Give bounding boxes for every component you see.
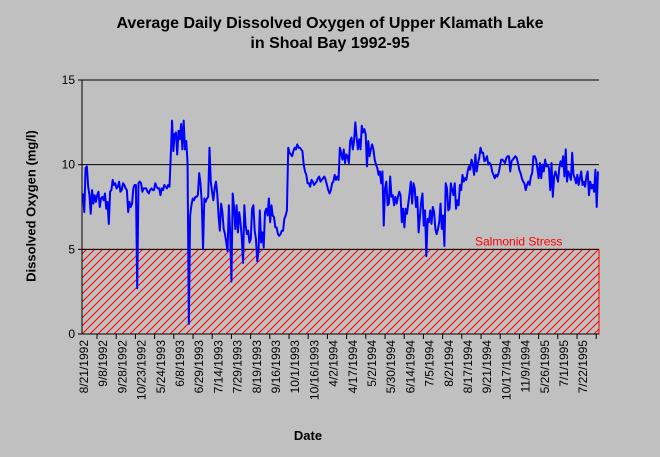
- x-tick-label: 10/1/1993: [288, 340, 302, 394]
- chart-subtitle: in Shoal Bay 1992-95: [250, 35, 410, 52]
- y-tick-label: 0: [68, 327, 75, 341]
- chart-title-block: Average Daily Dissolved Oxygen of Upper …: [0, 14, 660, 54]
- x-tick-label: 6/14/1994: [403, 340, 417, 394]
- x-tick-label: 6/8/1993: [173, 340, 187, 387]
- x-axis-label-text: Date: [293, 428, 323, 443]
- y-tick-label: 10: [62, 158, 76, 172]
- x-tick-label: 4/17/1994: [346, 340, 360, 394]
- x-tick-label: 10/23/1992: [135, 340, 149, 400]
- y-axis-label: Dissolved Oxygen (mg/l): [23, 130, 39, 282]
- x-tick-label: 8/17/1994: [461, 340, 475, 394]
- salmonid-stress-zone: [81, 248, 600, 335]
- x-tick-label: 5/30/1994: [384, 340, 398, 394]
- x-tick-label: 10/16/1993: [307, 340, 321, 400]
- series-line-0: [82, 119, 599, 325]
- x-tick-label: 7/22/1995: [576, 340, 590, 394]
- x-tick-label: 9/8/1992: [96, 340, 110, 387]
- x-tick-label: 7/1/1995: [557, 340, 571, 387]
- threshold-layer: Salmonid Stress: [81, 234, 600, 335]
- x-tick-label: 9/21/1994: [480, 340, 494, 394]
- x-tick-label: 9/16/1993: [269, 340, 283, 394]
- x-tick-label: 11/9/1994: [519, 340, 533, 393]
- x-tick-label: 4/2/1994: [327, 340, 341, 387]
- x-tick-label: 6/29/1993: [192, 340, 206, 394]
- series-layer: [82, 119, 599, 325]
- x-tick-label: 5/24/1993: [154, 340, 168, 394]
- x-tick-label: 5/26/1995: [538, 340, 552, 394]
- x-tick-label: 7/14/1993: [211, 340, 225, 394]
- x-tick-label: 5/2/1994: [365, 340, 379, 387]
- y-tick-labels: 0 5 10 15: [62, 73, 76, 341]
- x-tick-label: 8/19/1993: [250, 340, 264, 394]
- salmonid-stress-label: Salmonid Stress: [475, 234, 562, 248]
- x-tick-labels: 8/21/1992 9/8/1992 9/28/1992 10/23/1992 5/24…: [77, 340, 590, 400]
- x-tick-label: 9/28/1992: [115, 340, 129, 394]
- x-tick-label: 10/17/1994: [499, 340, 513, 400]
- x-tick-label: 7/5/1994: [423, 340, 437, 387]
- y-tick-label: 5: [68, 242, 75, 256]
- grid-layer: [82, 79, 599, 250]
- chart-title: Average Daily Dissolved Oxygen of Upper …: [116, 15, 544, 32]
- x-tick-label: 7/29/1993: [231, 340, 245, 394]
- x-tick-label: 8/2/1994: [442, 340, 456, 387]
- y-tick-label: 15: [62, 73, 76, 87]
- x-tick-label: 8/21/1992: [77, 340, 91, 394]
- axis-layer: [78, 79, 599, 339]
